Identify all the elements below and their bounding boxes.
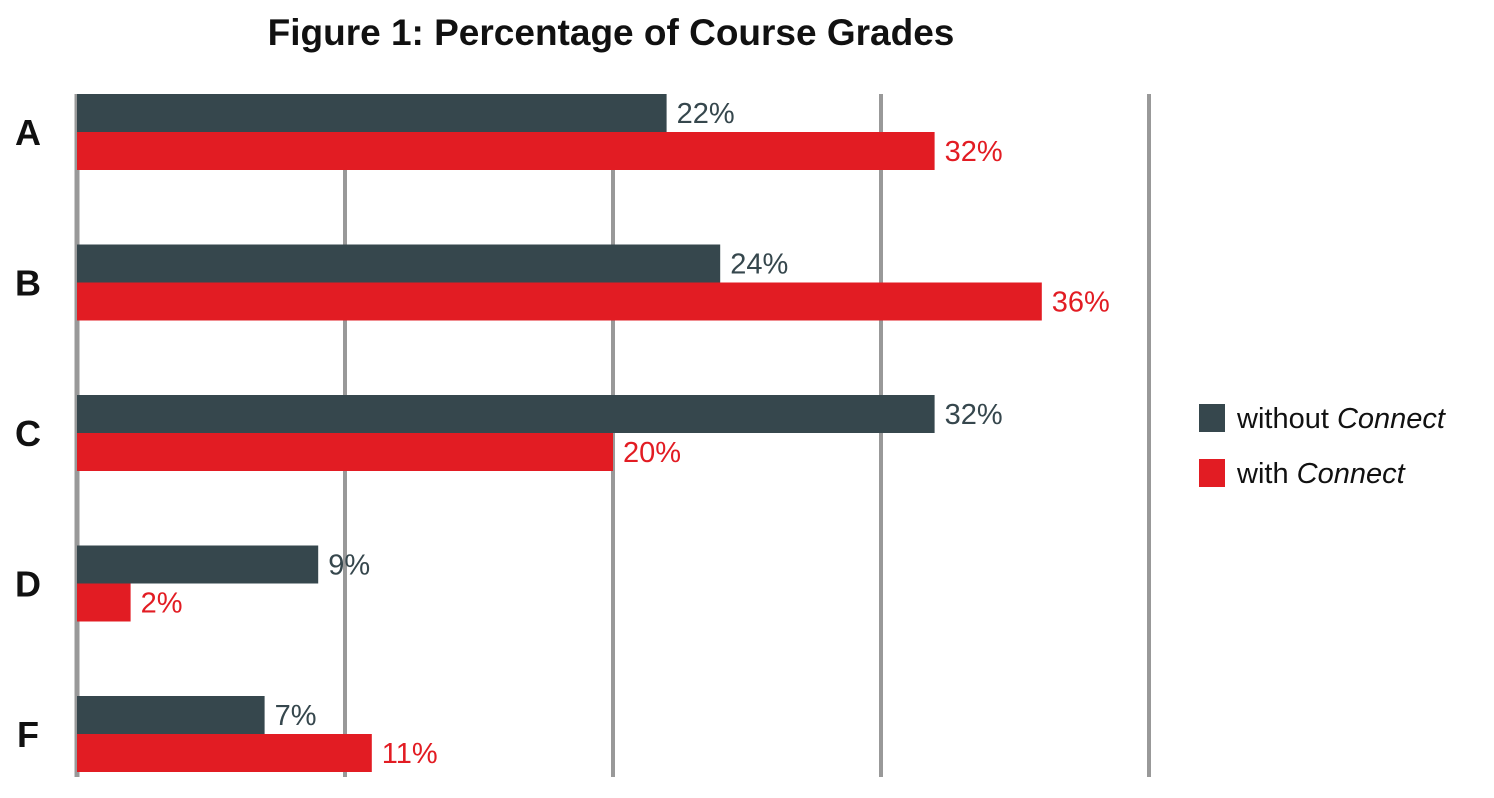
bar bbox=[77, 282, 1042, 321]
bar bbox=[77, 545, 319, 584]
category-label: A bbox=[15, 112, 41, 153]
chart-title: Figure 1: Percentage of Course Grades bbox=[268, 12, 955, 53]
bar bbox=[77, 583, 131, 622]
bar bbox=[77, 433, 613, 471]
legend: without Connect with Connect bbox=[1199, 403, 1447, 490]
data-label: 36% bbox=[1052, 287, 1110, 319]
category-label: C bbox=[15, 413, 41, 454]
legend-swatch bbox=[1199, 459, 1225, 487]
bar bbox=[77, 94, 667, 132]
data-label: 9% bbox=[328, 550, 370, 582]
category-label: F bbox=[17, 714, 39, 755]
data-label: 11% bbox=[382, 738, 438, 770]
bar bbox=[77, 395, 935, 433]
bar bbox=[77, 132, 935, 170]
legend-swatch bbox=[1199, 404, 1225, 432]
category-labels: A B C D F bbox=[15, 112, 41, 755]
legend-label: without Connect bbox=[1236, 403, 1447, 435]
category-label: B bbox=[15, 263, 41, 304]
bars: 22% 32% 24% 36% 32% 20% 9% 2% 7% 11% bbox=[77, 94, 1110, 772]
data-label: 2% bbox=[141, 588, 183, 620]
category-label: D bbox=[15, 564, 41, 605]
data-label: 7% bbox=[275, 700, 317, 732]
data-label: 32% bbox=[945, 136, 1003, 168]
data-label: 32% bbox=[945, 399, 1003, 431]
bar bbox=[77, 696, 265, 734]
bar bbox=[77, 244, 721, 283]
legend-label: with Connect bbox=[1236, 458, 1407, 490]
data-label: 22% bbox=[677, 98, 735, 130]
bar bbox=[77, 734, 372, 772]
data-label: 20% bbox=[623, 437, 681, 469]
data-label: 24% bbox=[730, 249, 788, 281]
